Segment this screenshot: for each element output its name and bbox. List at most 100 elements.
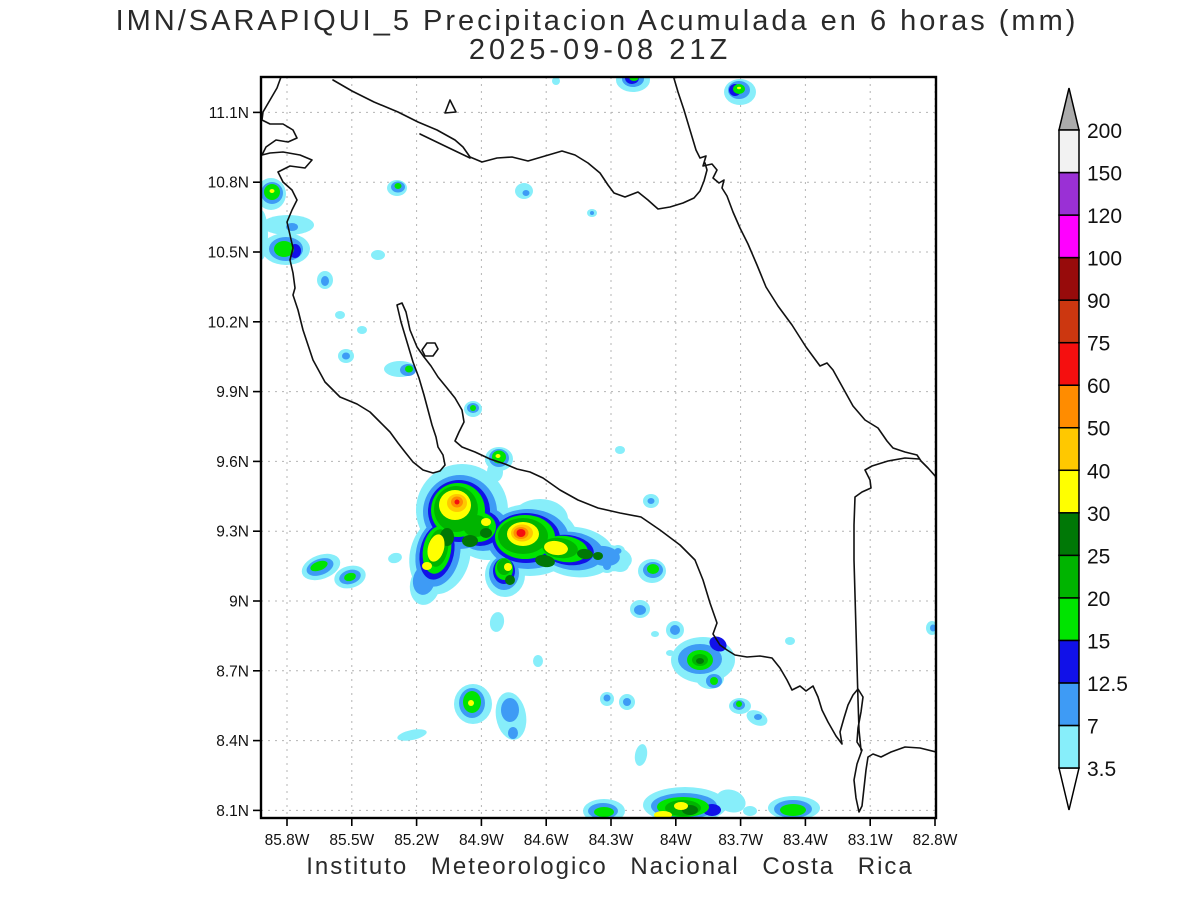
colorbar-box <box>1058 256 1080 301</box>
precip-cell-l25 <box>696 658 704 664</box>
precip-cell-l15 <box>344 572 356 582</box>
precip-cell-l35 <box>743 806 757 816</box>
precip-cell-l25 <box>535 554 555 568</box>
map-frame <box>259 75 938 820</box>
precip-cell-l35 <box>552 77 560 85</box>
precip-cell-l7 <box>623 698 631 706</box>
footer-institution: Instituto Meteorologico Nacional Costa R… <box>306 853 914 880</box>
precip-cell-l35 <box>388 552 402 564</box>
lon-tick-label: 83.4W <box>783 832 828 849</box>
precip-cell-l7 <box>634 605 646 615</box>
lat-tick-label: 10.5N <box>208 245 249 262</box>
precip-cell-l7 <box>670 625 680 635</box>
precip-cell-l7 <box>754 714 762 720</box>
colorbar-box <box>1058 171 1080 216</box>
precip-cell-l30 <box>674 802 688 810</box>
colorbar-box <box>1058 384 1080 429</box>
chart-title: IMN/SARAPIQUI_5 Precipitacion Acumulada … <box>116 5 1079 37</box>
precip-cell-l30 <box>427 534 445 562</box>
precip-cell-l7 <box>501 698 519 722</box>
border-panama <box>853 457 920 751</box>
colorbar-box <box>1058 554 1080 599</box>
precip-cell-l35 <box>785 637 795 645</box>
precip-cell-l25 <box>577 548 593 560</box>
precip-cell-l30 <box>481 518 491 526</box>
colorbar-box <box>1058 214 1080 259</box>
precip-cell-l15 <box>405 365 413 373</box>
precip-cell-l35 <box>357 326 367 334</box>
precip-cell-l7 <box>603 694 611 702</box>
colorbar-label: 25 <box>1087 545 1110 568</box>
precip-cell-l7 <box>321 276 329 286</box>
colorbar-label: 15 <box>1087 630 1110 653</box>
precip-cell-l7 <box>614 548 622 554</box>
precip-cell-l35 <box>615 446 625 454</box>
lat-tick-label: 9.6N <box>216 454 249 471</box>
precipitation-shading <box>261 77 936 818</box>
colorbar-box <box>1058 682 1080 727</box>
precip-cell-l30 <box>504 563 512 571</box>
precip-cell-l25 <box>505 575 515 585</box>
colorbar-box <box>1058 299 1080 344</box>
precip-cell-l15 <box>647 564 659 574</box>
precip-cell-l60 <box>516 529 526 537</box>
lon-tick-label: 84.3W <box>589 832 634 849</box>
precip-cell-l35 <box>397 729 427 741</box>
precip-cell-l35 <box>335 311 345 319</box>
colorbar-label: 20 <box>1087 588 1110 611</box>
colorbar-arrow-bottom <box>1058 767 1080 811</box>
colorbar-box <box>1058 512 1080 557</box>
precip-cell-l60 <box>454 499 460 505</box>
colorbar-label: 120 <box>1087 205 1122 228</box>
precip-cell-l7 <box>522 190 530 196</box>
precip-cell-l30 <box>737 86 741 90</box>
precip-cell-l15 <box>274 241 294 257</box>
precip-cell-l30 <box>544 540 568 556</box>
precip-cell-l7 <box>342 352 350 360</box>
colorbar-box <box>1058 129 1080 174</box>
colorbar-label: 30 <box>1087 503 1110 526</box>
grid-lines <box>261 77 936 818</box>
colorbar-label: 100 <box>1087 248 1122 271</box>
lake-island <box>444 99 457 114</box>
colorbar-box <box>1058 639 1080 684</box>
lat-tick-label: 10.2N <box>208 314 249 331</box>
lat-tick-label: 8.4N <box>216 733 249 750</box>
precip-cell-l30 <box>495 454 501 458</box>
precip-cell-l15 <box>736 701 742 707</box>
lat-tick-label: 11.1N <box>209 105 249 122</box>
precip-cell-l125 <box>709 636 727 652</box>
coastline-caribbean <box>672 77 936 478</box>
colorbar-label: 90 <box>1087 290 1110 313</box>
colorbar-label: 150 <box>1087 163 1122 186</box>
precip-cell-l7 <box>603 562 611 570</box>
lat-tick-label: 10.8N <box>208 175 249 192</box>
precip-cell-l7 <box>508 727 518 739</box>
lon-tick-label: 84W <box>660 832 692 849</box>
lon-tick-label: 83.1W <box>848 832 893 849</box>
colorbar-arrow-top <box>1058 87 1080 131</box>
colorbar-box <box>1058 341 1080 386</box>
lon-tick-label: 82.8W <box>913 832 958 849</box>
precip-cell-l7 <box>930 624 936 632</box>
lon-tick-label: 84.6W <box>524 832 569 849</box>
colorbar-box <box>1058 724 1080 769</box>
precip-cell-l30 <box>269 189 275 193</box>
precip-cell-l7 <box>647 498 655 504</box>
colorbar-label: 60 <box>1087 375 1110 398</box>
lon-tick-label: 85.5W <box>329 832 374 849</box>
precip-cell-l15 <box>710 677 718 685</box>
border-nicaragua-rio-san-juan <box>332 79 708 210</box>
colorbar-label: 200 <box>1087 120 1122 143</box>
colorbar-label: 3.5 <box>1087 758 1116 781</box>
chira-island <box>421 342 439 357</box>
colorbar-label: 50 <box>1087 418 1110 441</box>
precip-cell-l7 <box>588 545 620 567</box>
precip-cell-l25 <box>480 528 492 538</box>
colorbar-label: 7 <box>1087 715 1099 738</box>
precip-cell-l15 <box>594 807 614 817</box>
precip-cell-l35 <box>634 744 648 766</box>
precip-cell-l15 <box>394 183 402 189</box>
